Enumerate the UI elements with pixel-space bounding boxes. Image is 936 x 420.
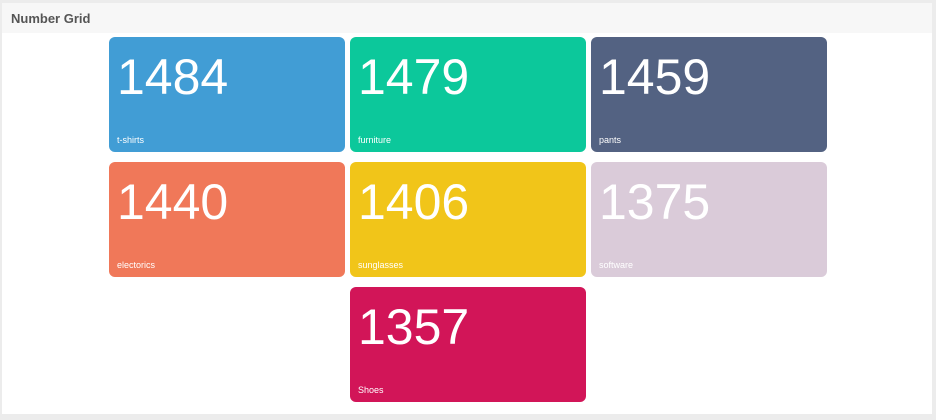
number-tile: 1479 furniture [350, 37, 586, 152]
number-grid-panel: Number Grid 1484 t-shirts 1479 furniture 145… [2, 3, 932, 414]
tile-value: 1479 [358, 49, 470, 105]
number-tile: 1459 pants [591, 37, 827, 152]
number-tile: 1357 Shoes [350, 287, 586, 402]
panel-title: Number Grid [11, 11, 91, 26]
panel-header: Number Grid [2, 3, 932, 33]
number-tile: 1375 software [591, 162, 827, 277]
tile-label: t-shirts [117, 135, 144, 145]
number-grid: 1484 t-shirts 1479 furniture 1459 pants 1440 el… [2, 3, 932, 414]
tile-value: 1440 [117, 174, 229, 230]
tile-value: 1484 [117, 49, 229, 105]
tile-label: electorics [117, 260, 156, 270]
number-tile: 1484 t-shirts [109, 37, 345, 152]
tile-value: 1459 [599, 49, 711, 105]
tile-label: furniture [358, 135, 392, 145]
tile-label: Shoes [358, 385, 384, 395]
tile-value: 1375 [599, 174, 711, 230]
tile-label: software [599, 260, 634, 270]
number-tile: 1406 sunglasses [350, 162, 586, 277]
tile-label: sunglasses [358, 260, 404, 270]
number-tile: 1440 electorics [109, 162, 345, 277]
tile-value: 1357 [358, 299, 470, 355]
tile-label: pants [599, 135, 622, 145]
tile-value: 1406 [358, 174, 470, 230]
